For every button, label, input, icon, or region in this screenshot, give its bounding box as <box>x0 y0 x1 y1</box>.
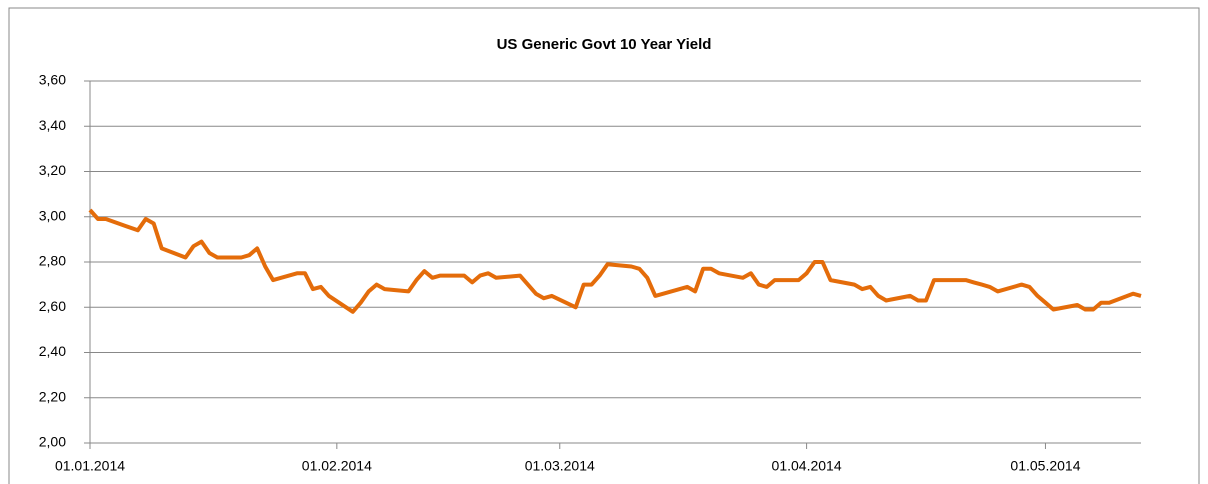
y-tick-label: 2,20 <box>39 388 66 404</box>
y-tick-label: 2,00 <box>39 434 66 450</box>
x-tick-label: 01.03.2014 <box>525 458 595 474</box>
chart-frame <box>8 7 1200 484</box>
line-series <box>88 208 1142 314</box>
x-tick-label: 01.05.2014 <box>1010 458 1080 474</box>
y-tick-label: 2,80 <box>39 253 66 269</box>
y-tick-label: 3,00 <box>39 207 66 223</box>
y-tick-label: 3,20 <box>39 162 66 178</box>
y-tick-label: 2,40 <box>39 343 66 359</box>
y-tick-label: 2,60 <box>39 298 66 314</box>
x-tick-label: 01.04.2014 <box>772 458 842 474</box>
y-tick-label: 3,40 <box>39 117 66 133</box>
x-tick-label: 01.02.2014 <box>302 458 372 474</box>
chart-title: US Generic Govt 10 Year Yield <box>497 36 712 53</box>
x-tick-label: 01.01.2014 <box>55 458 125 474</box>
y-tick-label: 3,60 <box>39 72 66 88</box>
